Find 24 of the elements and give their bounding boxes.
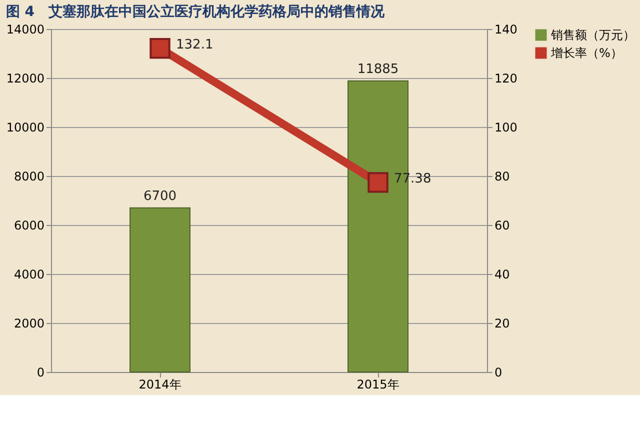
y2-tick-label: 80: [494, 170, 510, 184]
y-tick-label: 8000: [14, 170, 44, 184]
data-label: 132.1: [176, 37, 214, 52]
y-tick-label: 4000: [14, 268, 44, 282]
y2-tick-label: 60: [494, 218, 510, 232]
y-tick-label: 0: [36, 366, 44, 380]
y-tick-label: 2000: [14, 316, 44, 330]
data-label: 6700: [143, 188, 177, 204]
y2-tick-label: 140: [494, 22, 518, 36]
x-tick-label: 2015年: [356, 378, 400, 392]
legend-label: 增长率（%）: [550, 46, 622, 60]
y2-tick-label: 20: [494, 316, 510, 330]
y2-tick-label: 100: [494, 120, 518, 134]
y-tick-label: 14000: [6, 22, 44, 36]
data-label: 11885: [357, 62, 399, 77]
y2-tick-label: 40: [494, 268, 510, 282]
y-tick-label: 6000: [14, 218, 44, 232]
chart-title: 图 4 艾塞那肽在中国公立医疗机构化学药格局中的销售情况: [6, 3, 386, 20]
y-tick-label: 10000: [6, 120, 44, 134]
y2-tick-label: 0: [494, 366, 502, 380]
y2-tick-label: 120: [494, 72, 518, 86]
y-tick-label: 12000: [6, 72, 44, 86]
legend-label: 销售额（万元）: [550, 28, 635, 42]
x-tick-label: 2014年: [138, 378, 182, 392]
